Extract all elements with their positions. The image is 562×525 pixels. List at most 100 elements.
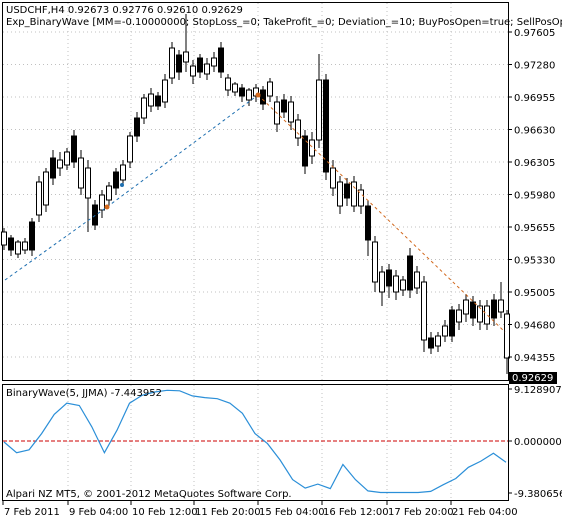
candle-body: [43, 171, 49, 206]
candle-body: [197, 57, 203, 73]
candle-body: [337, 181, 343, 207]
candle-body: [407, 255, 413, 291]
candle-body: [29, 221, 35, 251]
candle-body: [281, 99, 287, 113]
indicator-panel[interactable]: [2, 384, 509, 501]
trade-exit-marker: [255, 92, 261, 98]
candle-body: [71, 135, 77, 163]
time-tick-label: 10 Feb 12:00: [132, 507, 198, 518]
candle-body: [484, 305, 490, 325]
candle-body: [379, 271, 385, 293]
candle-body: [169, 47, 175, 79]
candle-body: [351, 181, 357, 207]
price-tick-label: 0.94355: [514, 353, 555, 364]
candle-body: [316, 79, 322, 141]
time-tick-label: 15 Feb 04:00: [259, 507, 325, 518]
time-tick-label: 21 Feb 04:00: [452, 507, 518, 518]
candle-body: [190, 65, 196, 77]
candle-body: [393, 275, 399, 293]
candle-body: [78, 157, 84, 189]
candle-body: [302, 135, 308, 167]
candle-body: [358, 189, 364, 207]
candle-body: [449, 309, 455, 337]
candle-body: [435, 335, 441, 347]
time-tick-label: 7 Feb 2011: [4, 507, 60, 518]
candle-body: [414, 271, 420, 289]
candle-body: [267, 81, 273, 97]
current-price-tag: [509, 372, 557, 384]
buy-trade-line: [4, 206, 108, 281]
indicator-title: BinaryWave(5, JJMA) -7.443952: [6, 388, 162, 399]
candle-body: [470, 301, 476, 319]
candle-body: [323, 79, 329, 173]
price-tick-label: 0.97605: [514, 28, 555, 39]
candle-body: [50, 157, 56, 179]
buy-trade-line: [106, 94, 259, 208]
candle-body: [400, 279, 406, 291]
candle-body: [288, 101, 294, 123]
candle-body: [113, 171, 119, 189]
price-tick-label: 0.96955: [514, 93, 555, 104]
indicator-line: [3, 389, 507, 494]
price-tick-label: 0.96630: [514, 126, 555, 137]
symbol-info: USDCHF,H4 0.92673 0.92776 0.92610 0.9262…: [6, 5, 243, 16]
price-tick-label: 0.95005: [514, 288, 555, 299]
indicator-tick-label: -9.380656: [514, 489, 562, 500]
candle-body: [295, 119, 301, 139]
candle-body: [246, 89, 252, 101]
indicator-tick-label: 0.000000: [514, 437, 562, 448]
candle-body: [127, 135, 133, 163]
candle-body: [155, 95, 161, 107]
candle-body: [218, 47, 224, 73]
candle-body: [344, 183, 350, 199]
candle-body: [225, 77, 231, 91]
time-tick-label: 17 Feb 20:00: [388, 507, 454, 518]
candle-body: [176, 54, 182, 73]
candle-body: [386, 269, 392, 287]
candle-body: [477, 305, 483, 323]
price-tick-label: 0.96305: [514, 158, 555, 169]
price-axis: 0.97605 0.97280 0.96955 0.96630 0.96305 0.959…: [508, 28, 555, 364]
candle-body: [106, 185, 112, 201]
candle-body: [148, 93, 154, 107]
trade-lines: [4, 92, 506, 333]
candle-body: [456, 309, 462, 323]
candle-body: [442, 325, 448, 337]
trade-marker: [120, 183, 124, 187]
price-tick-label: 0.95980: [514, 191, 555, 202]
candle-body: [36, 181, 42, 216]
candle-body: [428, 337, 434, 349]
candle-body: [99, 194, 105, 211]
candle-body: [22, 241, 28, 251]
candle-body: [57, 159, 63, 169]
candle-body: [162, 79, 168, 103]
candle-body: [498, 299, 504, 313]
candle-body: [8, 237, 14, 251]
indicator-axis: 9.128907 0.000000 -9.380656: [508, 385, 562, 500]
candlesticks: [1, 14, 510, 374]
price-tick-label: 0.97280: [514, 61, 555, 72]
candle-body: [330, 167, 336, 189]
candle-body: [421, 281, 427, 341]
indicator-tick-label: 9.128907: [514, 385, 562, 396]
copyright-text: Alpari NZ MT5, © 2001-2012 MetaQuotes So…: [6, 489, 292, 500]
main-chart-panel[interactable]: [2, 2, 509, 381]
candle-body: [365, 205, 371, 241]
candle-body: [232, 83, 238, 93]
current-price-label: 0.92629: [512, 373, 553, 384]
candle-body: [372, 241, 378, 283]
candle-body: [491, 299, 497, 319]
candle-body: [504, 313, 510, 359]
price-tick-label: 0.95330: [514, 256, 555, 267]
time-tick-label: 9 Feb 04:00: [69, 507, 128, 518]
candle-body: [15, 241, 21, 255]
expert-info: Exp_BinaryWave [MM=-0.10000000; StopLoss…: [6, 17, 562, 28]
price-tick-label: 0.95655: [514, 223, 555, 234]
candle-body: [260, 89, 266, 105]
candle-body: [204, 63, 210, 75]
time-tick-label: 16 Feb 12:00: [323, 507, 389, 518]
candle-body: [120, 164, 126, 181]
candle-body: [85, 167, 91, 199]
